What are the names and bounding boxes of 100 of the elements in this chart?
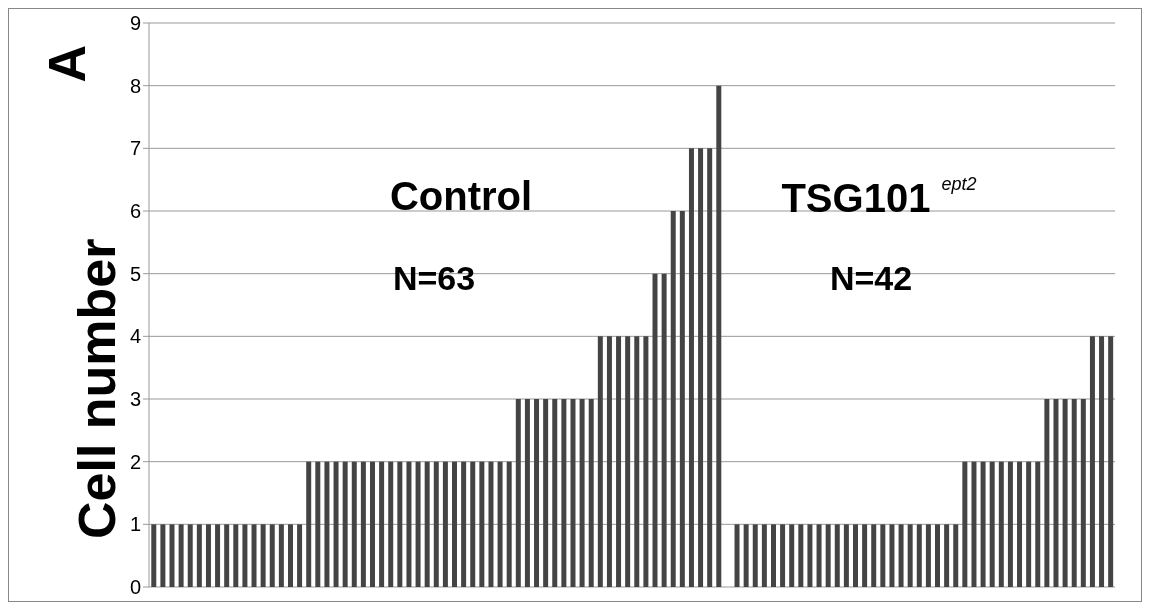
bar — [1089, 336, 1095, 587]
bar — [616, 336, 622, 587]
bar — [315, 461, 321, 587]
bar — [233, 524, 239, 587]
bar — [324, 461, 330, 587]
bar — [442, 461, 448, 587]
bar — [470, 461, 476, 587]
bar — [752, 524, 758, 587]
bar — [1080, 399, 1086, 587]
bar — [151, 524, 157, 587]
annotation: Control — [389, 174, 533, 219]
bar — [944, 524, 950, 587]
bar — [670, 211, 676, 587]
bar — [698, 148, 704, 587]
bar — [770, 524, 776, 587]
bar — [862, 524, 868, 587]
bar — [798, 524, 804, 587]
bar — [169, 524, 175, 587]
bar — [397, 461, 403, 587]
bar — [761, 524, 767, 587]
bar — [415, 461, 421, 587]
bar — [643, 336, 649, 587]
bar — [789, 524, 795, 587]
bar — [780, 524, 786, 587]
bar — [1035, 461, 1041, 587]
bar — [597, 336, 603, 587]
bar — [251, 524, 257, 587]
bar — [1108, 336, 1114, 587]
bar — [1053, 399, 1059, 587]
bar — [178, 524, 184, 587]
bar — [278, 524, 284, 587]
bar — [734, 524, 740, 587]
bar — [269, 524, 275, 587]
bar — [515, 399, 521, 587]
bar — [980, 461, 986, 587]
bar — [916, 524, 922, 587]
bar — [543, 399, 549, 587]
bar — [889, 524, 895, 587]
bar — [242, 524, 248, 587]
annotation: N=63 — [392, 259, 476, 298]
bar — [306, 461, 312, 587]
bar — [898, 524, 904, 587]
bar — [224, 524, 230, 587]
bar — [570, 399, 576, 587]
bar — [998, 461, 1004, 587]
bar — [260, 524, 266, 587]
y-tick-label: 0 — [129, 576, 141, 599]
bar — [406, 461, 412, 587]
bar — [834, 524, 840, 587]
bar — [370, 461, 375, 587]
bar — [160, 524, 166, 587]
bar — [962, 461, 968, 587]
y-tick-label: 6 — [129, 200, 141, 223]
bar — [716, 85, 722, 587]
annotation: TSG101 $^{ept2}$ — [781, 174, 977, 221]
y-tick-label: 4 — [129, 325, 141, 348]
bar — [215, 524, 221, 587]
bar — [342, 461, 348, 587]
bar — [433, 461, 439, 587]
bar — [743, 524, 749, 587]
bar — [1026, 461, 1032, 587]
bar — [524, 399, 530, 587]
y-tick-label: 9 — [129, 12, 141, 35]
bar — [588, 399, 594, 587]
bar — [1017, 461, 1023, 587]
bar — [971, 461, 977, 587]
bar — [679, 211, 685, 587]
y-tick-label: 2 — [129, 450, 141, 473]
bar — [287, 524, 293, 587]
bar — [652, 273, 658, 587]
bar — [661, 273, 667, 587]
bar — [205, 524, 211, 587]
bar — [187, 524, 193, 587]
bar — [907, 524, 913, 587]
bar — [506, 461, 512, 587]
annotation: N=42 — [829, 259, 913, 298]
bar — [825, 524, 831, 587]
bar — [552, 399, 558, 587]
bar — [1007, 461, 1013, 587]
bar — [579, 399, 585, 587]
bar — [1071, 399, 1077, 587]
bar — [488, 461, 494, 587]
bar — [424, 461, 430, 587]
y-tick-label: 8 — [129, 74, 141, 97]
text: A — [37, 45, 97, 83]
bar — [880, 524, 886, 587]
y-tick-label: 3 — [129, 388, 141, 411]
bar — [953, 524, 959, 587]
y-tick-label: 7 — [129, 137, 141, 160]
bar — [534, 399, 540, 587]
bar — [360, 461, 366, 587]
bar — [196, 524, 202, 587]
bar — [935, 524, 941, 587]
bar — [816, 524, 822, 587]
bar — [925, 524, 931, 587]
bar — [452, 461, 458, 587]
bar — [1062, 399, 1068, 587]
bar — [843, 524, 849, 587]
bar — [333, 461, 339, 587]
bar — [561, 399, 567, 587]
